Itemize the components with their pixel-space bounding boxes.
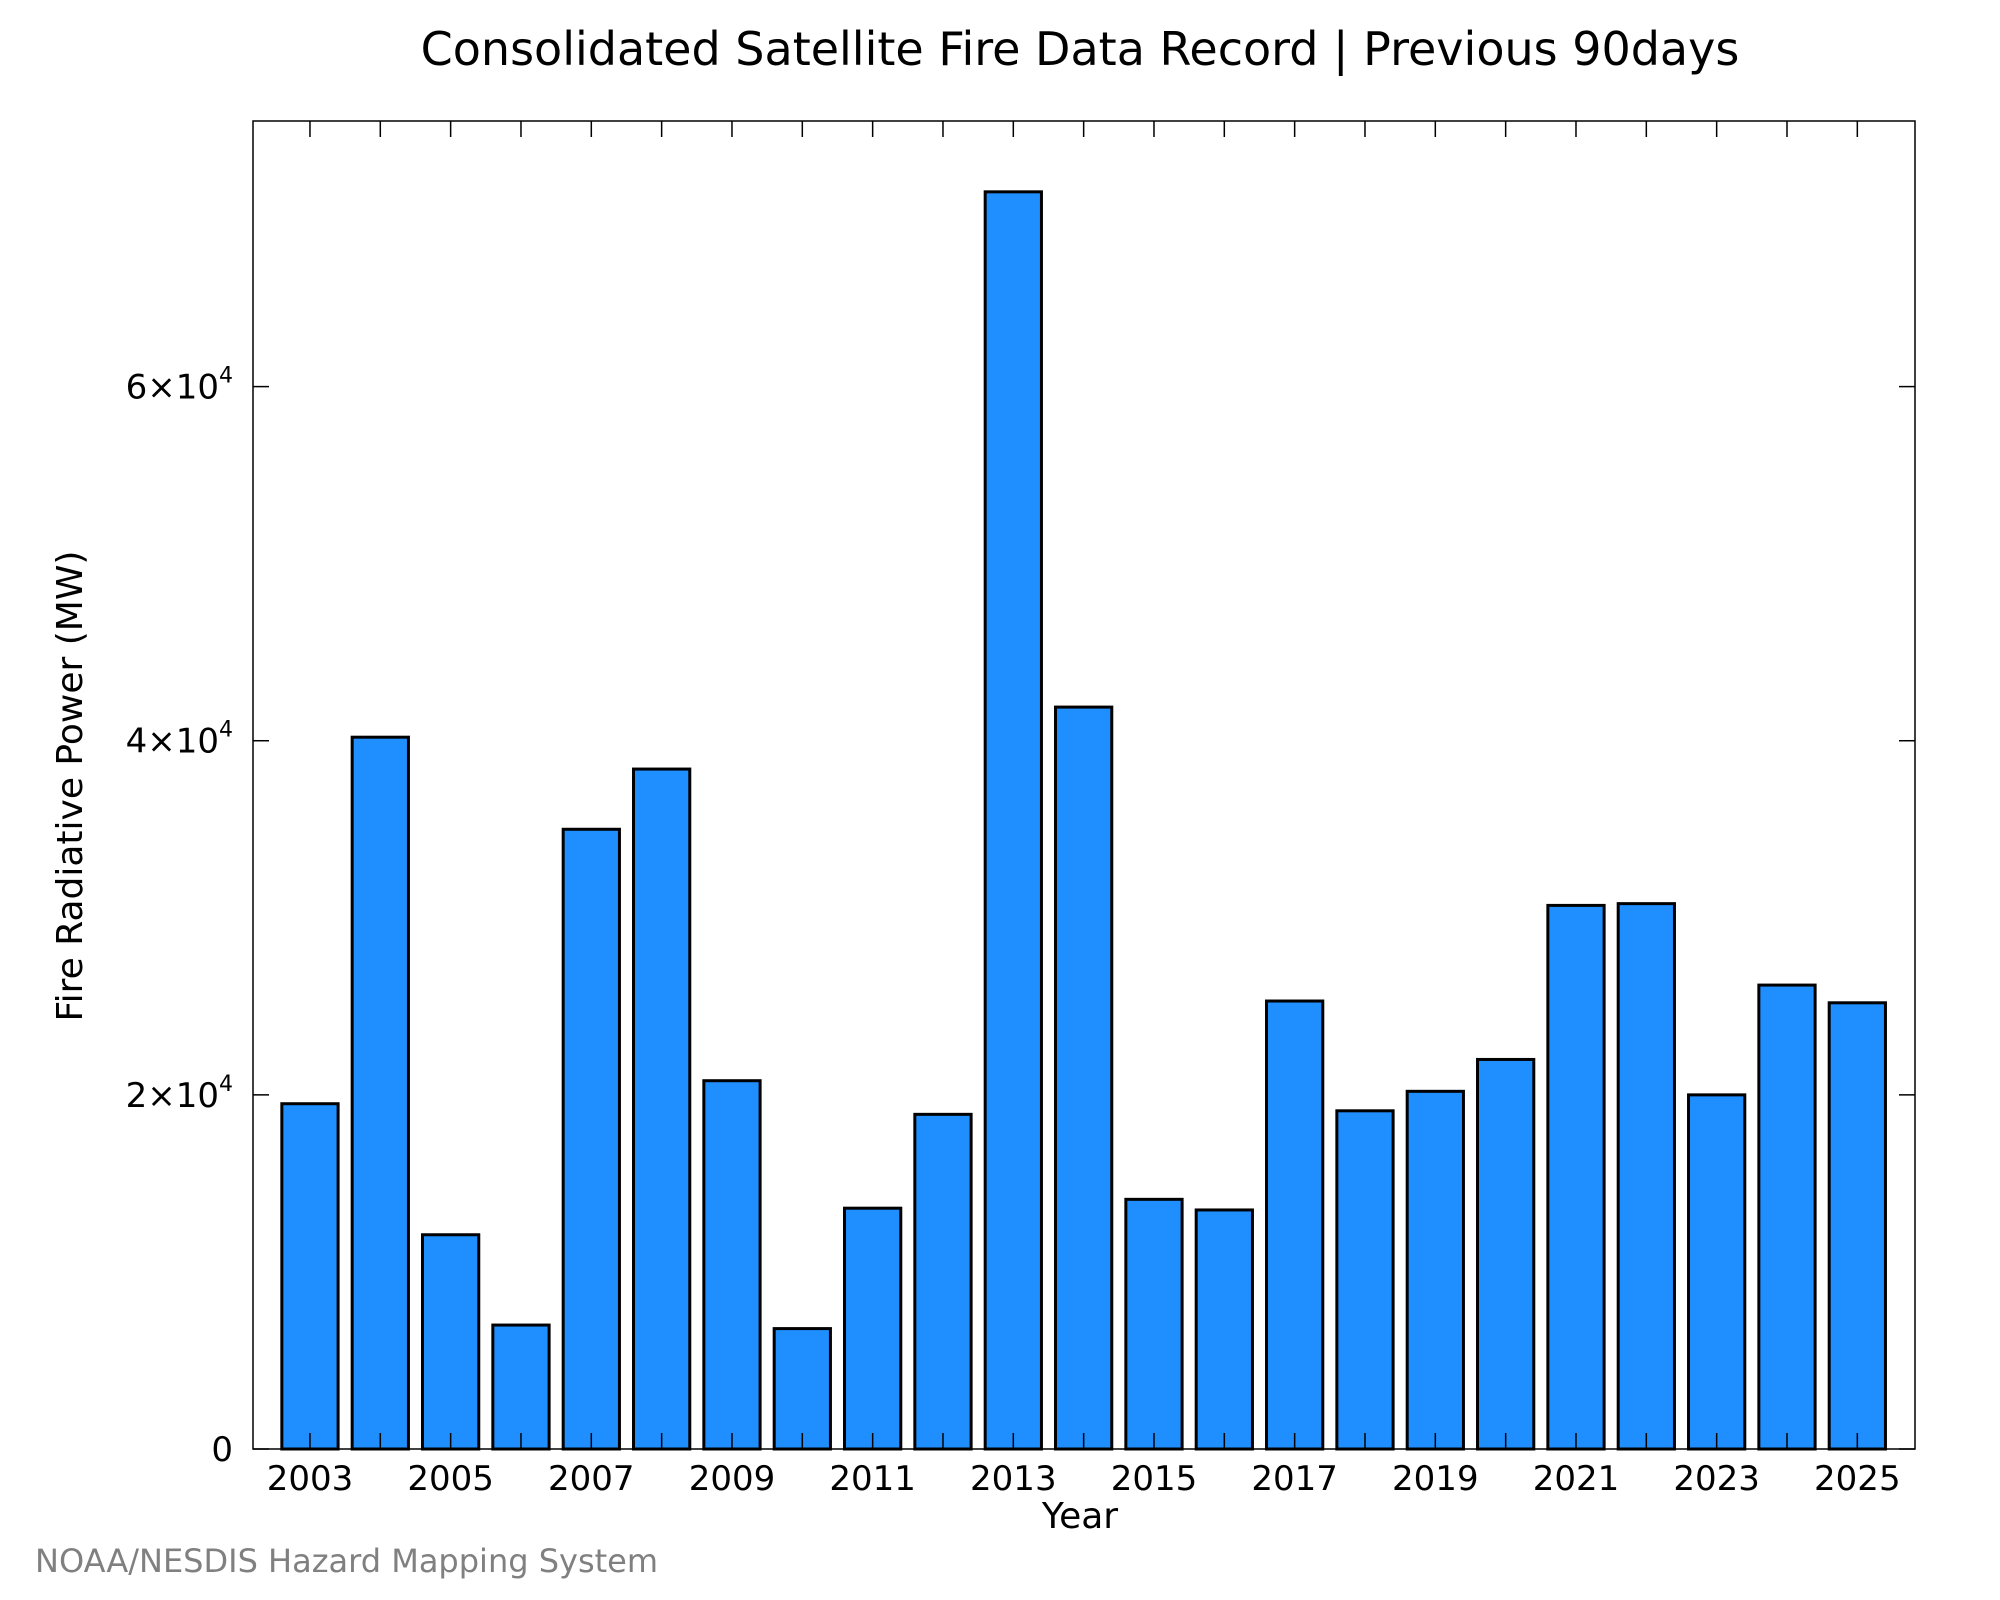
bar-2023 (1687, 1093, 1747, 1451)
bar-2010 (772, 1327, 832, 1451)
y-tick-labels-group: 0 2×104 4×104 6×104 (126, 364, 233, 1470)
bar-2009 (702, 1079, 762, 1451)
bar-2011 (843, 1206, 903, 1451)
x-tick-label: 2003 (267, 1459, 354, 1499)
bar-2017 (1265, 999, 1325, 1451)
x-tick-label: 2011 (829, 1459, 916, 1499)
bar-2006 (491, 1323, 551, 1451)
plot-frame (252, 120, 1916, 1450)
bar-2021 (1546, 903, 1606, 1451)
x-tick-label: 2025 (1814, 1459, 1901, 1499)
x-tick-label: 2017 (1251, 1459, 1338, 1499)
bar-2013 (983, 190, 1043, 1451)
bar-2015 (1124, 1197, 1184, 1451)
x-tick-labels-group: 2003 2005 2007 2009 2011 2013 2015 2017 2019 2021… (267, 1459, 1901, 1499)
bar-2003 (280, 1102, 340, 1451)
x-tick-label: 2005 (407, 1459, 494, 1499)
y-tick-label: 2×104 (126, 1072, 233, 1116)
bar-2005 (421, 1233, 481, 1451)
bar-2018 (1335, 1109, 1395, 1451)
y-tick-label: 6×104 (126, 364, 233, 408)
bar-2008 (632, 767, 692, 1451)
bar-2019 (1405, 1089, 1465, 1451)
bars-group (280, 190, 1887, 1451)
chart-title: Consolidated Satellite Fire Data Record … (421, 22, 1740, 77)
x-axis-label: Year (1041, 1496, 1118, 1537)
bar-2012 (913, 1112, 973, 1451)
x-tick-label: 2015 (1111, 1459, 1198, 1499)
x-tick-label: 2009 (689, 1459, 776, 1499)
bar-2024 (1757, 983, 1817, 1451)
x-tick-label: 2019 (1392, 1459, 1479, 1499)
x-tick-label: 2023 (1673, 1459, 1760, 1499)
bar-2014 (1054, 705, 1114, 1451)
y-tick-label: 0 (211, 1430, 233, 1470)
bar-2016 (1194, 1208, 1254, 1451)
x-tick-label: 2013 (970, 1459, 1057, 1499)
y-tick-label: 4×104 (126, 718, 233, 762)
x-tick-label: 2021 (1533, 1459, 1620, 1499)
bar-2020 (1476, 1057, 1536, 1451)
bar-2007 (561, 827, 621, 1451)
y-axis-label: Fire Radiative Power (MW) (50, 551, 91, 1022)
credit-text: NOAA/NESDIS Hazard Mapping System (35, 1542, 658, 1580)
bar-2004 (350, 735, 410, 1451)
x-tick-label: 2007 (548, 1459, 635, 1499)
bar-2022 (1616, 902, 1676, 1451)
bar-2025 (1827, 1001, 1887, 1451)
